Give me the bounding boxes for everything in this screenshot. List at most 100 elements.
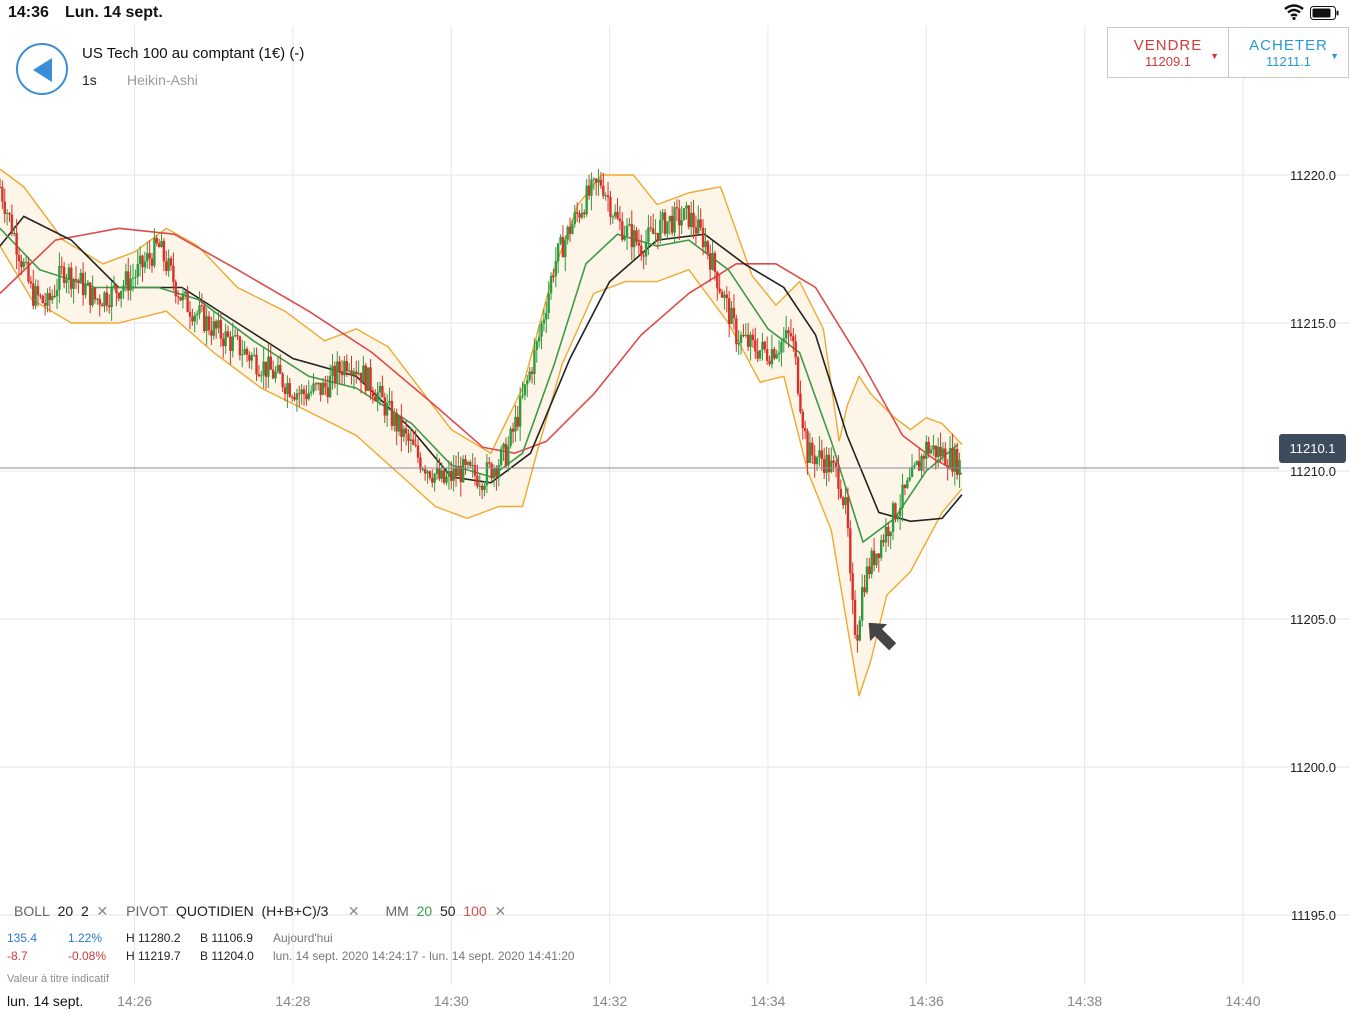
x-tick-label: 14:34 <box>750 993 785 1009</box>
candle-body <box>281 373 284 388</box>
candle-body <box>112 285 116 287</box>
candle-body <box>713 252 717 272</box>
candle-body <box>815 457 819 465</box>
candle-body <box>148 253 151 259</box>
candle-body <box>198 305 201 314</box>
candle-body <box>887 526 890 537</box>
candle-body <box>333 365 337 383</box>
mm-name: MM <box>385 903 409 919</box>
candle-body <box>784 330 788 339</box>
ma100-line <box>0 227 963 475</box>
buy-button[interactable]: ACHETER 11211.1 ▼ <box>1228 28 1348 77</box>
candle-body <box>74 278 78 281</box>
candle-body <box>877 553 881 558</box>
candle-body <box>526 380 529 385</box>
candle-body <box>48 293 52 301</box>
candle-body <box>5 213 9 215</box>
candle-body <box>554 261 557 277</box>
candle-body <box>927 441 930 454</box>
candle-body <box>507 445 510 466</box>
pivot-indicator[interactable]: PIVOT QUOTIDIEN (H+B+C)/3 ✕ <box>126 903 359 920</box>
candle-body <box>518 396 522 427</box>
candle-body <box>803 428 807 432</box>
candle-body <box>720 291 724 298</box>
candle-body <box>711 252 714 270</box>
candle-body <box>203 305 206 332</box>
candle-body <box>39 295 42 297</box>
candle-body <box>395 413 398 432</box>
buy-label: ACHETER <box>1249 37 1328 54</box>
candle-body <box>661 212 664 220</box>
candle-body <box>326 387 329 398</box>
candle-body <box>117 293 120 299</box>
back-button[interactable] <box>16 43 68 95</box>
candle-body <box>357 372 360 375</box>
candle-body <box>376 392 379 402</box>
boll-indicator[interactable]: BOLL 20 2 ✕ <box>14 903 108 920</box>
candle-body <box>141 255 144 268</box>
candle-body <box>219 320 223 339</box>
candle-body <box>98 298 101 305</box>
candle-body <box>169 258 173 266</box>
candle-body <box>706 241 709 254</box>
candle-body <box>749 334 752 347</box>
instrument-title[interactable]: US Tech 100 au comptant (1€) (-) <box>82 45 305 62</box>
candle-body <box>860 587 864 621</box>
candle-body <box>939 446 942 457</box>
candle-body <box>269 356 272 370</box>
candle-body <box>858 620 862 641</box>
candle-body <box>925 441 928 459</box>
candle-body <box>929 449 933 454</box>
candle-body <box>466 462 470 465</box>
sell-button[interactable]: VENDRE 11209.1 ▼ <box>1108 28 1228 77</box>
candle-body <box>675 207 679 209</box>
x-tick-label: 14:32 <box>592 993 627 1009</box>
candle-body <box>559 236 562 244</box>
candle-body <box>642 255 645 257</box>
stat-low-range: B 11204.0 <box>200 949 254 963</box>
candle-body <box>89 282 92 306</box>
candle-body <box>725 294 728 299</box>
candle-body <box>730 307 733 325</box>
candle-body <box>165 261 168 271</box>
candle-body <box>274 371 277 379</box>
candle-body <box>200 305 204 307</box>
candle-body <box>0 186 2 188</box>
interval-selector[interactable]: 1s <box>82 72 97 88</box>
candle-body <box>656 232 660 241</box>
chart-type-selector[interactable]: Heikin-Ashi <box>127 72 198 88</box>
mm-indicator[interactable]: MM 20 50 100 ✕ <box>386 903 507 920</box>
candle-body <box>43 303 47 306</box>
candle-body <box>915 461 919 466</box>
candle-body <box>754 339 757 352</box>
candle-body <box>542 319 546 324</box>
candle-body <box>818 450 821 458</box>
y-tick-label: 11195.0 <box>1291 908 1336 923</box>
remove-pivot-icon[interactable]: ✕ <box>347 903 360 919</box>
remove-boll-icon[interactable]: ✕ <box>96 903 109 919</box>
candle-body <box>540 323 543 337</box>
candle-body <box>535 341 538 351</box>
candle-body <box>378 386 382 393</box>
candle-body <box>193 315 196 322</box>
bollinger-fill <box>0 169 962 696</box>
candle-body <box>545 312 548 320</box>
candle-body <box>516 416 519 427</box>
ma20-line <box>0 227 959 544</box>
chart-axes: 11195.0 11200.0 11205.0 11210.0 11215.0 11220… <box>117 168 1336 1009</box>
candle-body <box>649 227 652 229</box>
candle-body <box>787 330 790 334</box>
candle-body <box>604 195 607 197</box>
candle-body <box>174 281 177 297</box>
candle-body <box>616 211 619 219</box>
candle-body <box>497 464 500 477</box>
candle-body <box>343 361 346 376</box>
remove-mm-icon[interactable]: ✕ <box>494 903 507 919</box>
candle-body <box>758 350 762 359</box>
candle-body <box>385 402 389 416</box>
candle-body <box>948 448 952 469</box>
candle-body <box>523 384 527 396</box>
mm-100-value: 100 <box>463 903 487 919</box>
candle-body <box>483 485 486 490</box>
